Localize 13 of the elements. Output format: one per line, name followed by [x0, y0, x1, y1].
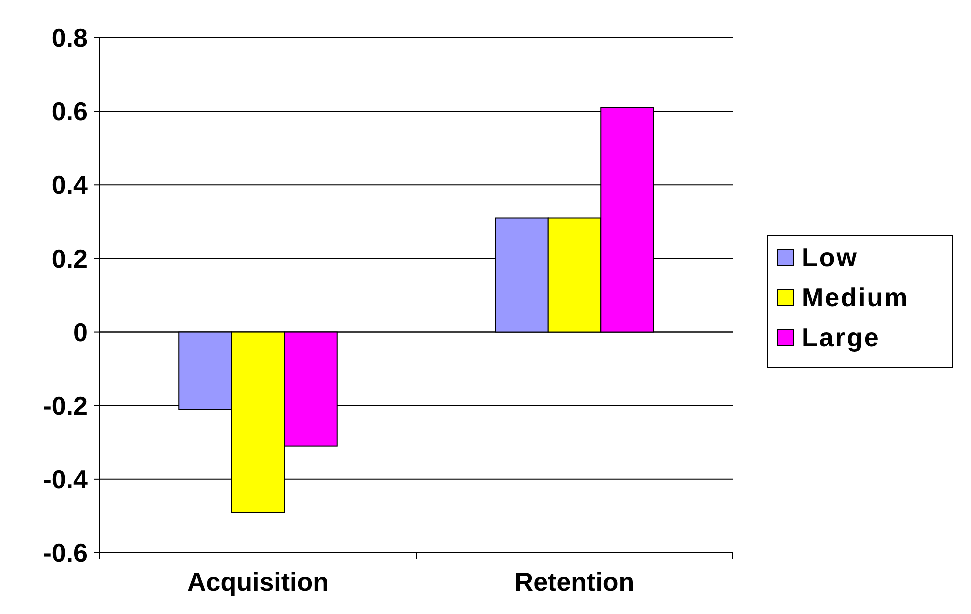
y-tick-label: -0.2	[43, 390, 88, 421]
y-tick-label: 0.4	[52, 170, 89, 200]
y-tick-label: 0.6	[52, 96, 88, 127]
y-tick-label: 0.8	[52, 23, 88, 54]
y-tick-label: -0.4	[43, 464, 89, 495]
y-tick-label: 0	[74, 317, 88, 348]
x-tick-label: Retention	[514, 567, 635, 597]
y-tick-label: -0.6	[43, 538, 88, 568]
legend-label: Medium	[802, 282, 910, 313]
legend-label: Low	[802, 242, 858, 273]
x-tick-label: Acquisition	[187, 567, 330, 597]
legend-label: Large	[802, 322, 880, 353]
y-tick-label: 0.2	[52, 244, 88, 274]
